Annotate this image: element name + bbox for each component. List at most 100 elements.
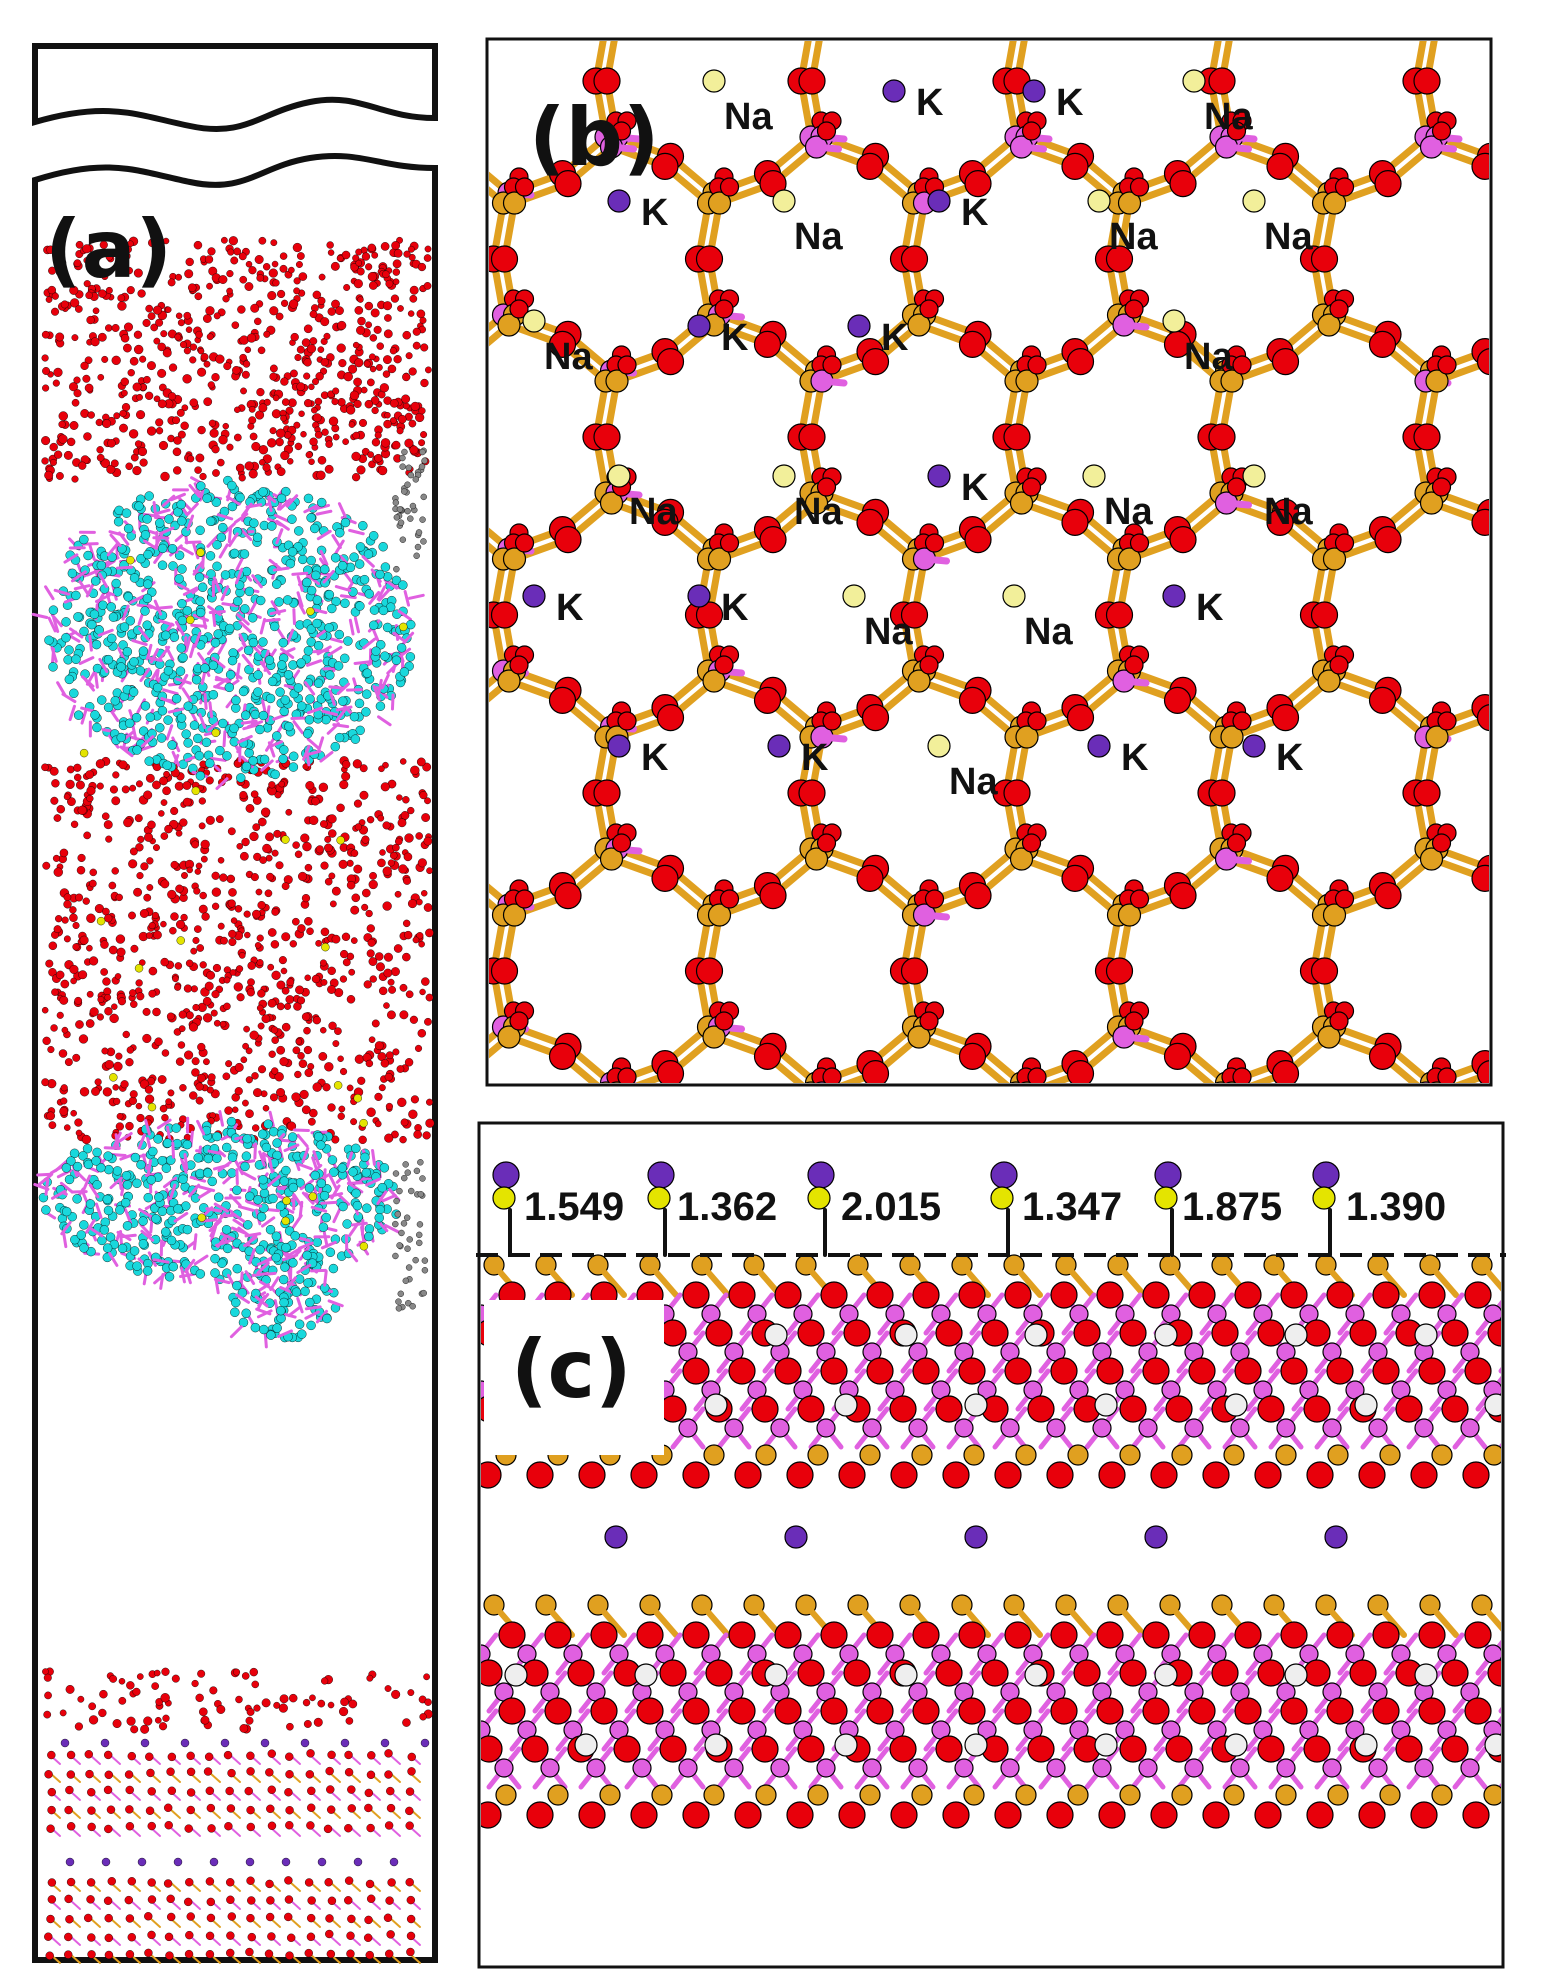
water-molecule <box>233 433 242 442</box>
sodium-ion <box>282 1196 291 1205</box>
water-molecule <box>180 421 189 430</box>
hydrocarbon-layer-atom <box>249 518 259 528</box>
hydrocarbon-layer-atom <box>343 636 353 646</box>
hydrocarbon-layer-atom <box>83 550 93 561</box>
hydrocarbon-layer-bond <box>246 720 264 729</box>
water-molecule <box>336 343 346 353</box>
side-chain-atom <box>393 565 400 573</box>
hydrocarbon-layer-bond <box>228 1193 242 1207</box>
water-molecule <box>299 1089 309 1100</box>
bridging-oxygen <box>798 67 826 95</box>
mineral-slab-top-oxygen <box>203 1767 213 1776</box>
water-molecule <box>44 470 54 480</box>
bridging-oxygen <box>1061 864 1089 892</box>
water-molecule <box>152 1007 161 1017</box>
sodium-ion <box>399 622 408 632</box>
water-molecule <box>297 924 306 933</box>
hydrocarbon-layer-atom <box>327 603 337 614</box>
water-molecule <box>157 1075 167 1084</box>
water-molecule <box>321 1677 329 1685</box>
mineral-slab-top-oxygen <box>344 1750 353 1760</box>
water-molecule <box>51 292 59 300</box>
water-molecule <box>247 978 255 987</box>
hydrocarbon-layer-atom <box>138 646 149 656</box>
hydrocarbon-layer-atom <box>322 1313 332 1324</box>
water-molecule <box>269 306 279 316</box>
hydrocarbon-layer-bond <box>173 1211 189 1223</box>
hydrocarbon-layer-atom <box>287 547 298 557</box>
water-molecule <box>59 848 69 858</box>
water-molecule <box>242 360 251 368</box>
water-molecule <box>207 247 216 256</box>
mineral-slab-top-oxygen <box>227 1768 236 1778</box>
water-molecule <box>211 990 220 999</box>
panel-a-label: (a) <box>45 203 173 296</box>
water-molecule <box>249 1030 259 1040</box>
hydrocarbon-layer-atom <box>227 655 238 666</box>
water-molecule <box>346 405 356 415</box>
mineral-slab-top-oxygen <box>224 1822 233 1831</box>
water-molecule <box>302 841 312 852</box>
mineral-slab-top-oxygen <box>106 1805 116 1814</box>
water-molecule <box>348 421 356 428</box>
water-molecule <box>53 814 62 822</box>
water-molecule <box>130 944 139 953</box>
side-chain-atom <box>413 1167 421 1175</box>
water-molecule <box>170 806 179 816</box>
mineral-slab-top-oxygen <box>104 1824 113 1834</box>
water-molecule <box>198 904 208 914</box>
hydrocarbon-layer-bond <box>267 1156 274 1174</box>
water-molecule <box>379 849 386 856</box>
mineral-slab-bottom-oxygen <box>383 1913 393 1922</box>
water-molecule <box>199 472 207 481</box>
water-molecule <box>236 843 243 850</box>
side-chain-atom <box>396 1187 403 1195</box>
water-molecule <box>49 458 57 466</box>
mineral-slab-bottom-oxygen <box>344 1896 353 1905</box>
water-molecule <box>274 1072 284 1082</box>
water-molecule <box>399 983 408 992</box>
bridging-oxygen <box>1476 704 1489 732</box>
water-molecule <box>222 295 230 303</box>
hydrocarbon-layer-bond <box>212 576 222 593</box>
hydrocarbon-layer-atom <box>136 1160 146 1170</box>
hydrocarbon-layer-bond <box>190 623 208 628</box>
water-molecule <box>294 850 303 859</box>
hydrocarbon-layer-atom <box>123 523 134 534</box>
hydrocarbon-layer-bond <box>136 603 154 609</box>
water-molecule <box>203 1013 213 1023</box>
water-molecule <box>269 1093 278 1102</box>
water-molecule <box>63 450 73 460</box>
water-molecule <box>96 453 105 462</box>
hydrocarbon-layer-bond <box>328 685 346 690</box>
water-molecule <box>246 988 255 997</box>
side-chain-atom <box>419 1175 426 1182</box>
hydrocarbon-layer-atom <box>96 1162 106 1173</box>
water-molecule <box>142 318 151 327</box>
hydrocarbon-layer-atom <box>279 745 289 755</box>
hydrocarbon-layer-bond <box>186 514 195 531</box>
mineral-slab-top-oxygen <box>246 1822 255 1832</box>
hydrocarbon-layer-atom <box>121 1197 131 1208</box>
water-molecule <box>50 796 59 805</box>
water-molecule <box>224 1106 233 1115</box>
water-molecule <box>410 1095 419 1104</box>
water-molecule <box>275 437 284 447</box>
water-molecule <box>125 462 133 471</box>
water-molecule <box>115 934 126 944</box>
hydrocarbon-layer-bond <box>188 1183 201 1198</box>
water-molecule <box>244 346 252 354</box>
hydrocarbon-layer-bond <box>260 1216 276 1228</box>
water-molecule <box>238 474 246 482</box>
water-molecule <box>331 934 341 944</box>
water-molecule <box>319 959 327 967</box>
bridging-oxygen <box>1003 423 1031 451</box>
hydrocarbon-layer-bond <box>220 585 230 602</box>
water-molecule <box>65 779 75 789</box>
water-molecule <box>393 944 403 953</box>
water-molecule <box>81 1134 92 1145</box>
hydrocarbon-layer-bond <box>60 1221 72 1236</box>
mineral-slab-bottom-oxygen <box>226 1878 235 1887</box>
mineral-slab-bottom-oxygen <box>246 1913 255 1923</box>
water-molecule <box>53 450 63 459</box>
